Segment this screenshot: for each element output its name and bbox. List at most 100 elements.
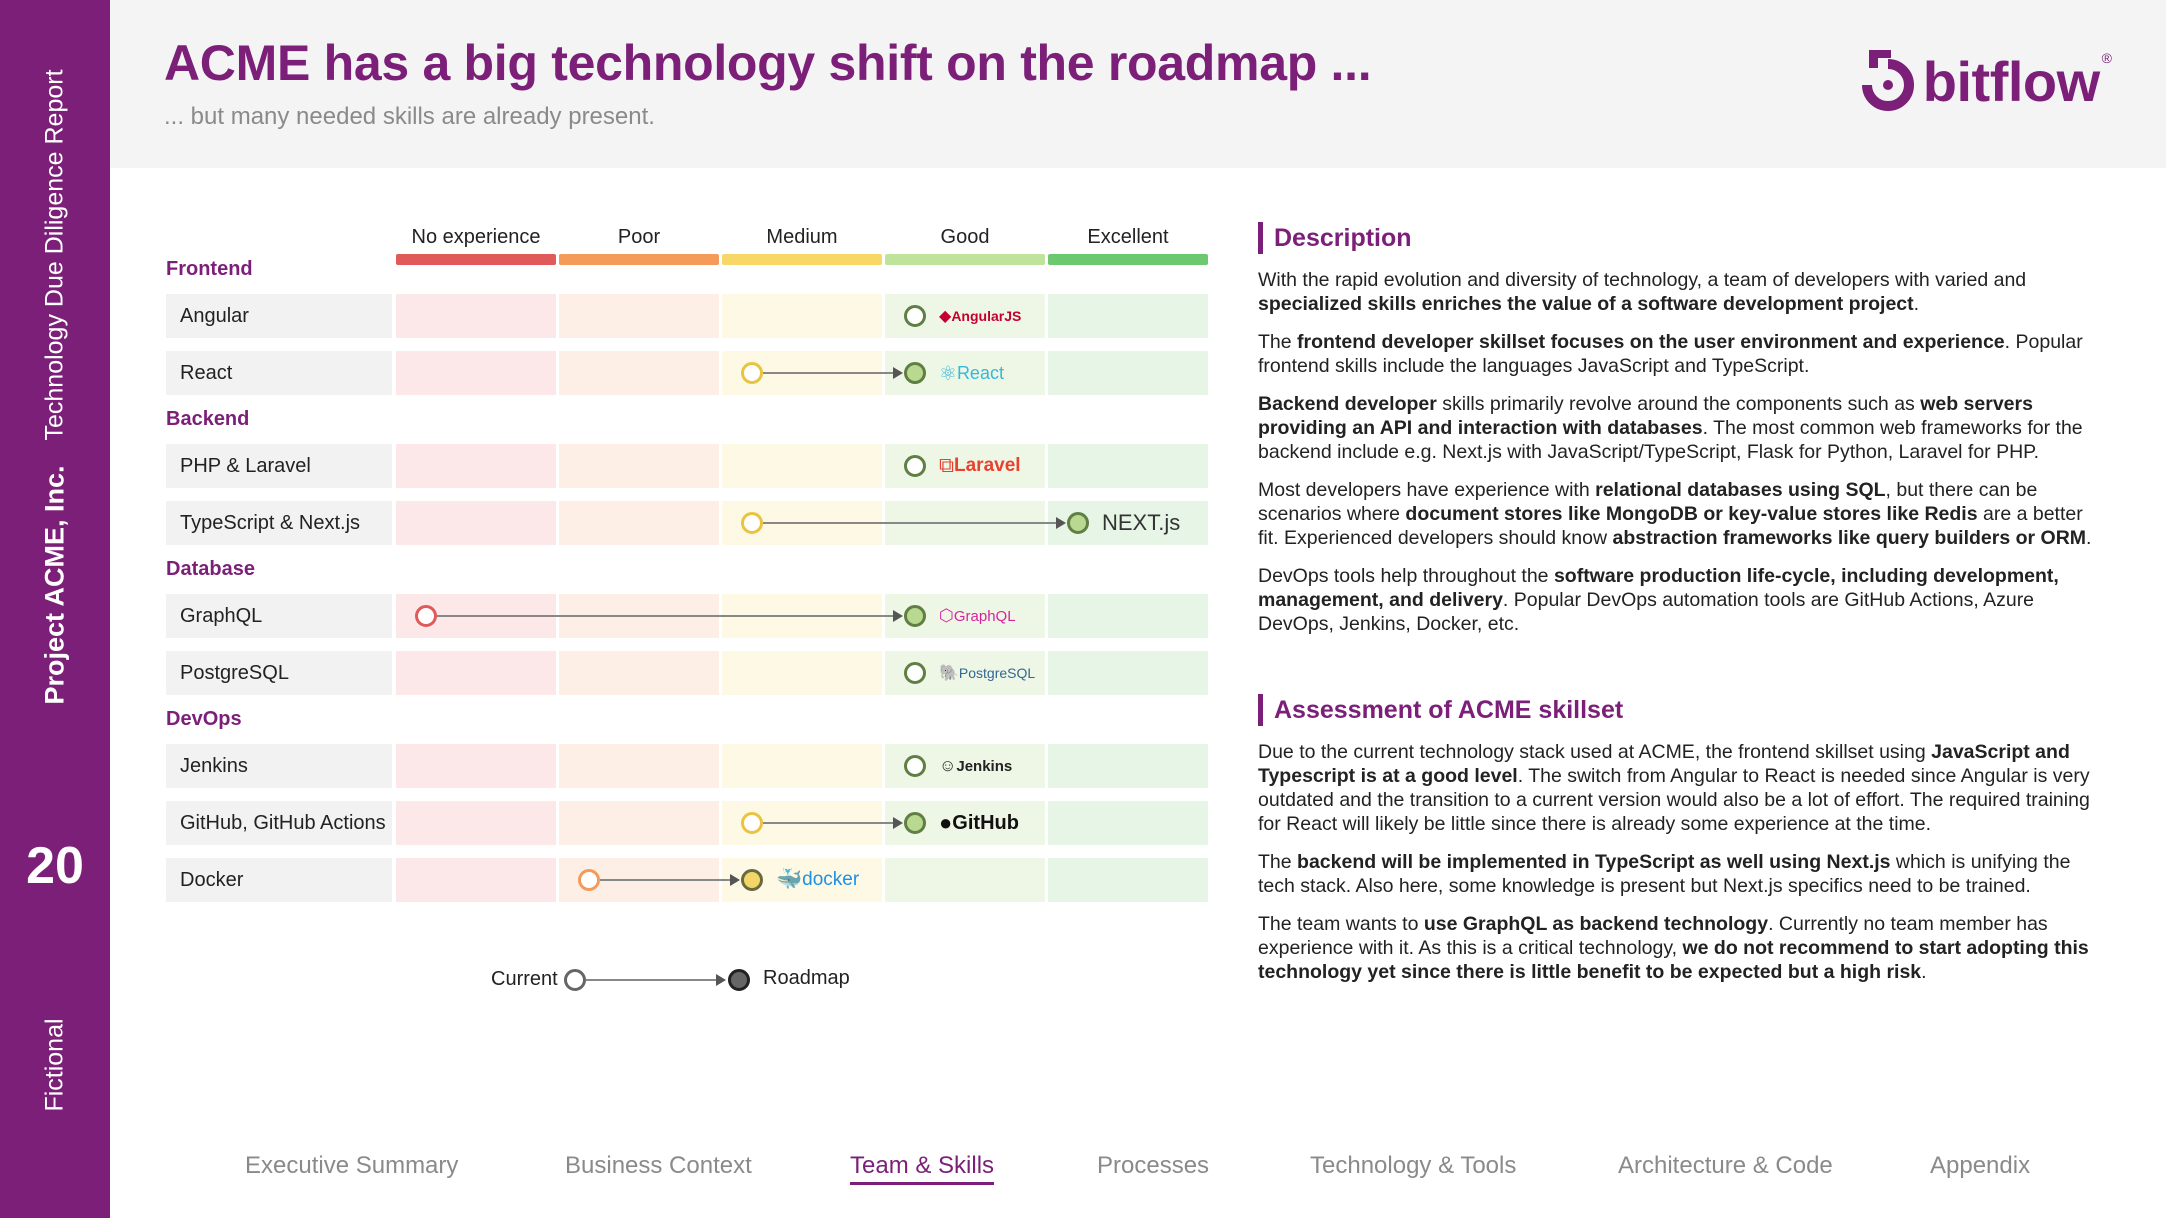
tech-logo-text: React (956, 362, 1004, 383)
text-run: skills primarily revolve around the comp… (1436, 393, 1921, 415)
nav-item-architecture-code[interactable]: Architecture & Code (1618, 1152, 1833, 1179)
skill-label: React (166, 351, 392, 395)
angular-icon-glyph: ◆ (939, 308, 952, 325)
roadmap-level-dot (904, 305, 926, 327)
nav-item-team-skills[interactable]: Team & Skills (850, 1152, 995, 1185)
current-level-dot (741, 362, 763, 384)
description-heading: Description (1258, 222, 2100, 254)
skill-label: PostgreSQL (166, 651, 392, 695)
text-run: The (1258, 851, 1298, 873)
progress-line (600, 879, 735, 881)
level-header: Excellent (1087, 226, 1169, 248)
roadmap-level-dot (904, 455, 926, 477)
nav-item-technology-tools[interactable]: Technology & Tools (1310, 1152, 1517, 1179)
description-paragraph: Most developers have experience with rel… (1258, 478, 2100, 550)
header: ACME has a big technology shift on the r… (110, 0, 2166, 168)
level-header: Good (940, 226, 990, 248)
text-run: frontend developer skillset focuses on t… (1297, 331, 2005, 353)
category-heading: Frontend (166, 258, 253, 280)
fictional-label: Fictional (40, 1018, 69, 1112)
progress-arrow (893, 817, 903, 829)
description-paragraph: Backend developer skills primarily revol… (1258, 392, 2100, 464)
postgresql-icon: 🐘 PostgreSQL (939, 651, 1035, 695)
report-title: Technology Due Diligence Report (40, 69, 69, 441)
legend-roadmap-dot (728, 969, 750, 991)
level-cell (396, 351, 556, 395)
text-run: we do not recommend to start adopting th… (1258, 937, 2089, 983)
react-icon: ⚛ React (939, 351, 1004, 395)
level-cell (396, 858, 556, 902)
jenkins-icon-glyph: ☺ (939, 756, 957, 775)
progress-line (763, 522, 1061, 524)
skill-label: Docker (166, 858, 392, 902)
text-run: specialized skills enriches the value of… (1258, 293, 1914, 315)
text-run: document stores like MongoDB or key-valu… (1405, 503, 1978, 525)
legend-current-dot (564, 969, 586, 991)
level-cell (722, 444, 882, 488)
skills-matrix: No experience Poor Medium Good Excellent Fron… (166, 210, 1212, 1010)
roadmap-level-dot (904, 605, 926, 627)
github-icon-glyph: ● (939, 810, 953, 835)
nav-item-executive-summary[interactable]: Executive Summary (245, 1152, 459, 1179)
text-run: With the rapid evolution and diversity o… (1258, 269, 2027, 291)
progress-arrow (730, 874, 740, 886)
level-header: Medium (766, 226, 838, 248)
section-nav: Executive Summary Business Context Team & … (110, 1142, 2166, 1202)
text-run: JavaScript and Typescript is at a good l… (1258, 741, 2070, 787)
level-bar (722, 254, 882, 265)
text-run: are a better fit. Experienced developers… (1258, 503, 2083, 549)
tech-logo-text: Jenkins (956, 757, 1013, 775)
legend-roadmap-label: Roadmap (763, 967, 850, 989)
description-body: With the rapid evolution and diversity o… (1258, 268, 2100, 636)
assessment-body: Due to the current technology stack used… (1258, 740, 2100, 984)
text-run: software production life-cycle, includin… (1258, 565, 2059, 611)
bitflow-logo-icon (1861, 50, 1915, 112)
level-cell (722, 651, 882, 695)
react-icon-glyph: ⚛ (939, 362, 957, 385)
assessment-paragraph: The team wants to use GraphQL as backend… (1258, 912, 2100, 984)
text-run: . (2086, 527, 2092, 549)
roadmap-level-dot (904, 755, 926, 777)
level-cell (396, 651, 556, 695)
progress-arrow (1056, 517, 1066, 529)
level-cell (1048, 744, 1208, 788)
nav-item-appendix[interactable]: Appendix (1930, 1152, 2031, 1179)
skill-label: GraphQL (166, 594, 392, 638)
nav-item-processes[interactable]: Processes (1097, 1152, 1210, 1179)
skill-label: Angular (166, 294, 392, 338)
skill-label: TypeScript & Next.js (166, 501, 392, 545)
page-subtitle: ... but many needed skills are already p… (164, 103, 655, 130)
logo-registered: ® (2101, 50, 2112, 66)
text-run: abstraction frameworks like query builde… (1612, 527, 2087, 549)
tech-logo-text: PostgreSQL (958, 665, 1036, 681)
text-run: Most developers have experience with (1258, 479, 1596, 501)
skill-label: PHP & Laravel (166, 444, 392, 488)
skill-label: GitHub, GitHub Actions (166, 801, 392, 845)
tech-logo-text: NEXT.js (1102, 510, 1181, 535)
text-run: Due to the current technology stack used… (1258, 741, 1932, 763)
progress-line (763, 372, 898, 374)
level-cell (1048, 651, 1208, 695)
level-cell (1048, 858, 1208, 902)
docker-icon-glyph: 🐳 (776, 868, 803, 891)
roadmap-level-dot (904, 812, 926, 834)
nav-item-business-context[interactable]: Business Context (565, 1152, 752, 1179)
level-cell (559, 651, 719, 695)
postgresql-icon-glyph: 🐘 (939, 665, 959, 682)
level-bar (559, 254, 719, 265)
right-column: Description With the rapid evolution and… (1258, 222, 2100, 984)
level-cell (559, 501, 719, 545)
progress-arrow (893, 610, 903, 622)
level-cell (559, 444, 719, 488)
level-cell (396, 801, 556, 845)
laravel-icon-glyph: ⧉ (939, 454, 954, 477)
text-run: . The switch from Angular to React is ne… (1258, 765, 2090, 835)
text-run: relational databases using SQL (1595, 479, 1886, 501)
level-cell (1048, 801, 1208, 845)
text-run: . (1921, 961, 1927, 983)
level-cell (722, 294, 882, 338)
text-run: The team wants to (1258, 913, 1424, 935)
progress-line (437, 615, 898, 617)
current-level-dot (578, 869, 600, 891)
sidebar: Technology Due Diligence Report Project … (0, 0, 110, 1218)
